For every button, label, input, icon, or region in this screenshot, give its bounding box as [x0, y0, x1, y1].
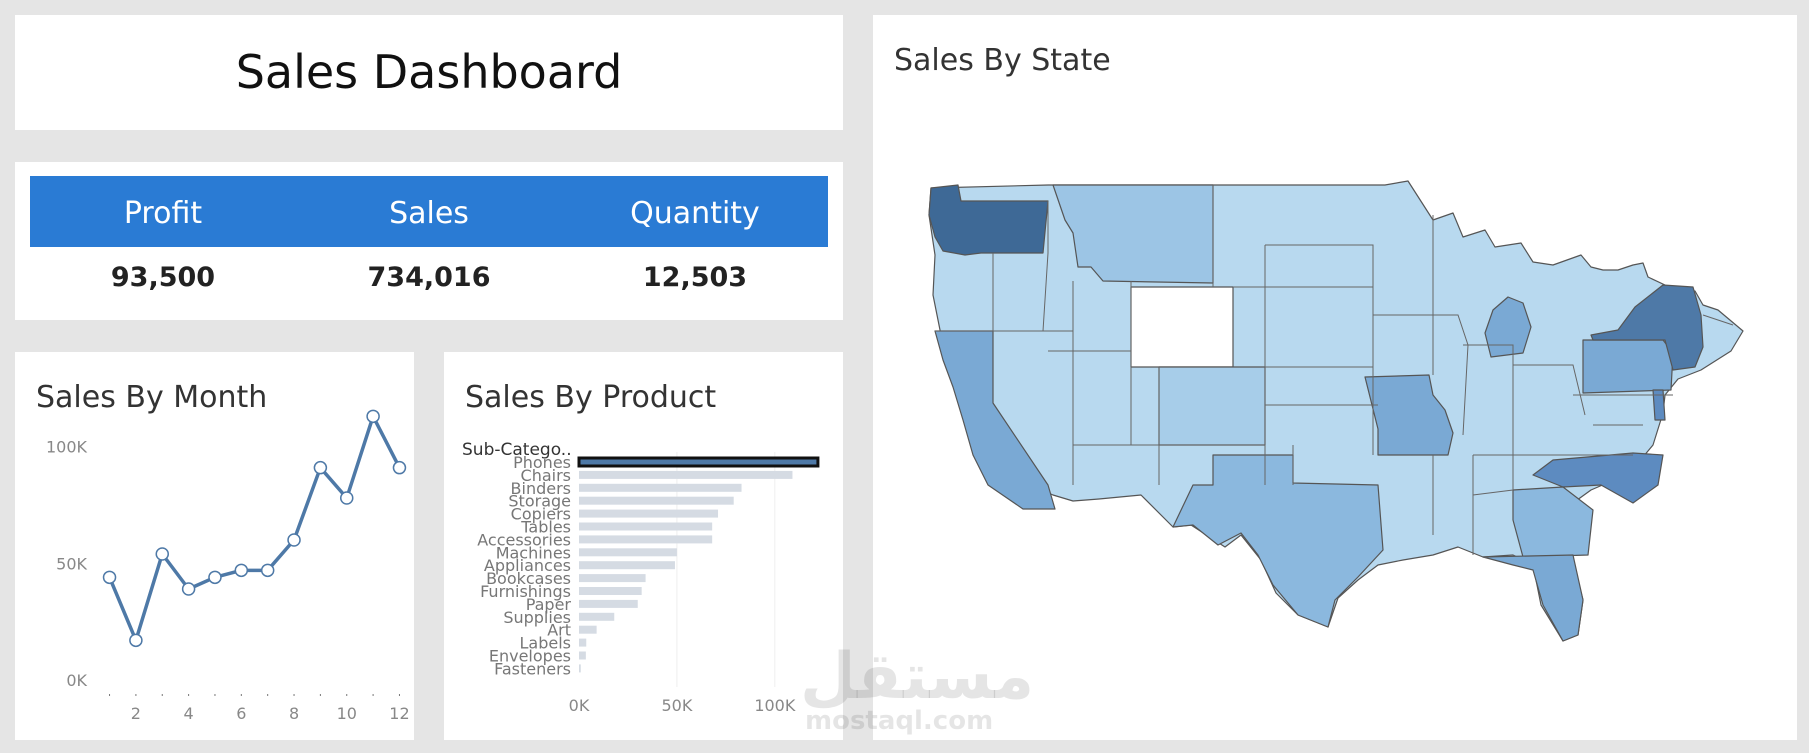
sales-by-month-chart[interactable]: 0K 50K 100K 2 4 6 8 10 12: [15, 352, 414, 740]
month-point[interactable]: [129, 633, 143, 648]
subcategory-header[interactable]: Sub-Catego..: [462, 440, 572, 460]
product-label[interactable]: Art: [547, 621, 571, 640]
kpi-quantity-label: Quantity: [630, 196, 760, 231]
kpi-header-bar: Profit Sales Quantity: [30, 176, 828, 247]
watermark-domain: mostaql.com: [805, 706, 994, 736]
product-bar[interactable]: [579, 574, 646, 583]
product-label[interactable]: Paper: [526, 595, 572, 614]
x-tick-label: 4: [184, 704, 194, 723]
kpi-panel: Profit Sales Quantity 93,500 734,016 12,…: [15, 162, 843, 320]
x-tick-label: 50K: [661, 696, 692, 715]
state-washington[interactable]: [928, 184, 1049, 256]
y-tick-label: 0K: [66, 671, 87, 690]
x-tick-label: 10: [337, 704, 357, 723]
sales-by-month-title: Sales By Month: [36, 380, 268, 415]
kpi-profit-value: 93,500: [110, 262, 216, 293]
x-tick-label: 12: [389, 704, 409, 723]
kpi-sales-label: Sales: [389, 196, 469, 231]
month-point[interactable]: [287, 533, 301, 547]
month-point[interactable]: [392, 460, 407, 475]
sales-by-state-panel: Sales By State: [873, 15, 1797, 740]
product-bar[interactable]: [579, 483, 742, 492]
state-missouri[interactable]: [1364, 374, 1454, 456]
product-bar[interactable]: [579, 561, 675, 570]
product-label[interactable]: Furnishings: [480, 582, 571, 601]
state-delaware[interactable]: [1652, 389, 1666, 421]
month-point[interactable]: [339, 491, 354, 505]
product-bar[interactable]: [579, 509, 719, 518]
product-label[interactable]: Fasteners: [494, 659, 571, 678]
product-bar[interactable]: [577, 456, 820, 468]
month-point[interactable]: [313, 460, 328, 475]
month-point[interactable]: [102, 570, 117, 585]
state-florida[interactable]: [1482, 554, 1584, 642]
kpi-profit-label: Profit: [123, 196, 203, 231]
title-panel: Sales Dashboard: [15, 15, 843, 130]
product-bar[interactable]: [579, 612, 615, 621]
product-bar[interactable]: [579, 651, 586, 660]
sales-by-product-panel: Sales By Product Sub-Catego.. Phones Chai…: [444, 352, 843, 740]
watermark-logo: مستقل: [800, 640, 1035, 714]
product-bar[interactable]: [579, 496, 734, 505]
month-point[interactable]: [366, 409, 380, 424]
x-tick-label: 6: [236, 704, 246, 723]
month-point[interactable]: [155, 547, 170, 561]
sales-by-month-panel: Sales By Month 0K 50K 100K 2 4 6 8 10 12: [15, 352, 414, 740]
month-point[interactable]: [181, 582, 196, 596]
sales-by-product-title: Sales By Product: [465, 380, 717, 415]
kpi-sales-value: 734,016: [367, 262, 491, 293]
month-point[interactable]: [208, 570, 222, 585]
x-tick-label: 0K: [569, 696, 590, 715]
us-state-map[interactable]: [873, 15, 1797, 740]
state-california[interactable]: [934, 330, 1056, 510]
product-bar[interactable]: [579, 638, 587, 647]
product-label[interactable]: Chairs: [521, 466, 571, 485]
sales-by-product-chart[interactable]: PhonesChairsBindersStorageCopiersTablesA…: [444, 352, 843, 740]
product-label[interactable]: Tables: [520, 518, 571, 537]
dashboard-title: Sales Dashboard: [235, 45, 623, 99]
product-label[interactable]: Envelopes: [489, 647, 571, 666]
x-tick-label: 100K: [754, 696, 796, 715]
product-label[interactable]: Machines: [496, 543, 571, 562]
state-pennsylvania[interactable]: [1582, 339, 1674, 394]
product-bar[interactable]: [579, 470, 793, 479]
x-tick-label: 2: [131, 704, 141, 723]
state-georgia[interactable]: [1512, 486, 1594, 558]
sales-line: [107, 414, 402, 643]
product-bar[interactable]: [579, 522, 713, 531]
y-tick-label: 50K: [56, 554, 87, 573]
product-label[interactable]: Appliances: [484, 556, 571, 575]
product-label[interactable]: Storage: [508, 492, 571, 511]
product-label[interactable]: Binders: [511, 479, 571, 498]
sales-by-state-title: Sales By State: [894, 43, 1111, 78]
product-bar[interactable]: [579, 535, 713, 544]
product-label[interactable]: Accessories: [477, 530, 571, 549]
month-point[interactable]: [234, 563, 249, 578]
state-michigan[interactable]: [1484, 296, 1532, 358]
kpi-quantity-value: 12,503: [642, 262, 748, 293]
product-bar[interactable]: [579, 664, 581, 673]
product-label[interactable]: Copiers: [511, 505, 571, 524]
product-label[interactable]: Labels: [520, 634, 572, 653]
state-new-york[interactable]: [1590, 284, 1704, 371]
state-wyoming[interactable]: [1130, 286, 1234, 368]
state-north-carolina[interactable]: [1532, 452, 1664, 504]
product-label[interactable]: Phones: [513, 453, 571, 472]
x-tick-label: 8: [289, 704, 299, 723]
state-texas[interactable]: [1172, 454, 1384, 628]
product-label[interactable]: Bookcases: [486, 569, 571, 588]
month-point[interactable]: [260, 563, 275, 578]
product-bar[interactable]: [579, 548, 677, 557]
product-bar[interactable]: [579, 625, 597, 634]
product-bar[interactable]: [579, 599, 638, 608]
state-colorado[interactable]: [1158, 366, 1266, 446]
product-bar[interactable]: [579, 587, 642, 595]
y-tick-label: 100K: [46, 438, 88, 457]
product-label[interactable]: Supplies: [503, 608, 571, 627]
